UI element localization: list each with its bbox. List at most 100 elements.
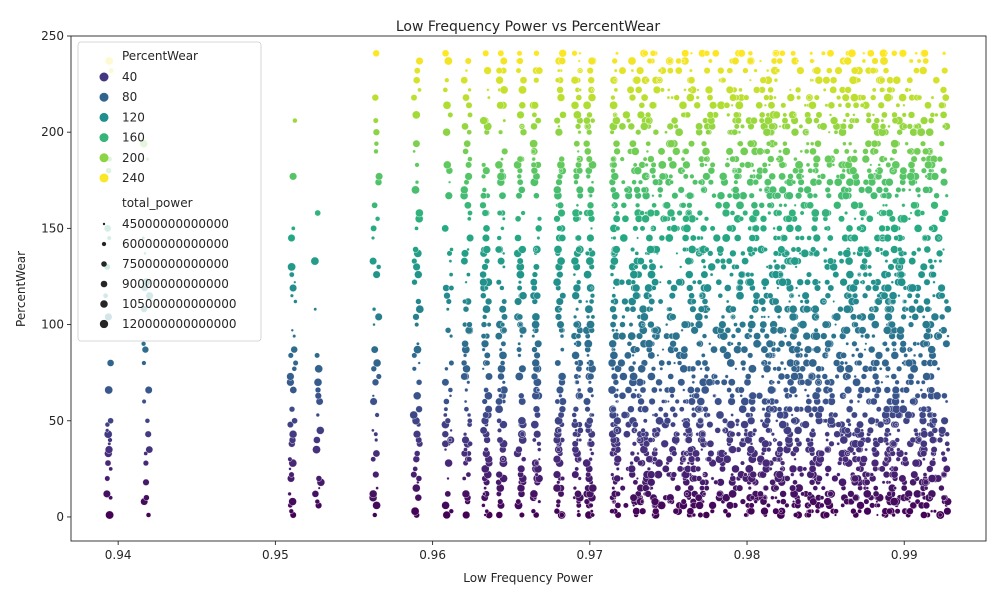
data-point bbox=[915, 304, 925, 314]
data-point bbox=[574, 490, 582, 498]
data-point bbox=[611, 203, 615, 208]
data-point bbox=[516, 285, 523, 291]
data-point bbox=[589, 509, 594, 514]
data-point bbox=[480, 292, 487, 299]
data-point bbox=[587, 186, 595, 194]
data-point bbox=[731, 57, 740, 65]
data-point bbox=[710, 476, 715, 481]
data-point bbox=[862, 292, 869, 299]
data-point bbox=[937, 236, 941, 240]
data-point bbox=[463, 447, 468, 452]
data-point bbox=[860, 216, 865, 221]
data-point bbox=[552, 277, 562, 287]
data-point bbox=[700, 187, 706, 193]
data-point bbox=[658, 280, 662, 284]
data-point bbox=[731, 128, 738, 136]
data-point bbox=[558, 405, 566, 413]
data-point bbox=[788, 88, 792, 92]
data-point bbox=[743, 378, 752, 387]
data-point bbox=[722, 201, 731, 210]
data-point bbox=[894, 379, 900, 385]
data-point bbox=[777, 245, 786, 254]
data-point bbox=[734, 100, 744, 110]
data-point bbox=[613, 393, 619, 399]
data-point bbox=[729, 305, 737, 313]
data-point bbox=[860, 373, 867, 380]
data-point bbox=[375, 172, 384, 181]
data-point bbox=[909, 211, 913, 215]
data-point bbox=[669, 179, 674, 185]
data-point bbox=[609, 186, 617, 194]
data-point bbox=[372, 449, 381, 458]
data-point bbox=[613, 78, 618, 83]
data-point bbox=[790, 293, 795, 298]
data-point bbox=[627, 331, 636, 341]
data-point bbox=[623, 430, 631, 438]
data-point bbox=[583, 339, 593, 349]
data-point bbox=[496, 101, 505, 110]
data-point bbox=[801, 420, 810, 429]
data-point bbox=[702, 172, 711, 181]
data-point bbox=[288, 406, 296, 413]
data-point bbox=[666, 95, 671, 100]
data-point bbox=[744, 464, 754, 474]
data-point bbox=[799, 235, 805, 241]
data-point bbox=[779, 457, 784, 461]
data-point bbox=[883, 93, 893, 102]
data-point bbox=[679, 265, 683, 269]
data-point bbox=[414, 226, 419, 231]
data-point bbox=[922, 235, 928, 241]
data-point bbox=[648, 298, 656, 305]
data-point bbox=[496, 235, 502, 241]
data-point bbox=[869, 67, 877, 75]
data-point bbox=[901, 456, 909, 463]
legend-hue-label: 160 bbox=[122, 131, 145, 145]
data-point bbox=[820, 332, 828, 340]
data-point bbox=[747, 416, 756, 425]
data-point bbox=[642, 418, 648, 424]
data-point bbox=[573, 179, 579, 185]
data-point bbox=[529, 139, 538, 149]
data-point bbox=[893, 348, 897, 352]
data-point bbox=[673, 346, 679, 353]
data-point bbox=[748, 214, 757, 223]
data-point bbox=[806, 235, 812, 241]
data-point bbox=[518, 397, 527, 406]
data-point bbox=[753, 86, 761, 94]
data-point bbox=[907, 321, 915, 328]
data-point bbox=[788, 110, 797, 120]
data-point bbox=[613, 147, 621, 155]
data-point bbox=[776, 406, 783, 412]
data-point bbox=[466, 129, 472, 135]
data-point bbox=[930, 312, 940, 322]
data-point bbox=[701, 298, 709, 305]
data-point bbox=[634, 192, 642, 200]
data-point bbox=[590, 412, 595, 418]
data-point bbox=[762, 364, 772, 373]
data-point bbox=[466, 272, 471, 277]
data-point bbox=[724, 284, 732, 292]
data-point bbox=[313, 436, 321, 444]
data-point bbox=[939, 111, 948, 119]
data-point bbox=[680, 345, 689, 354]
data-point bbox=[737, 386, 745, 394]
data-point bbox=[497, 498, 504, 505]
data-point bbox=[610, 406, 617, 413]
data-point bbox=[291, 366, 297, 372]
data-point bbox=[883, 233, 892, 243]
data-point bbox=[698, 293, 704, 298]
data-point bbox=[791, 179, 797, 185]
data-point bbox=[695, 247, 699, 252]
data-point bbox=[852, 149, 858, 154]
data-point bbox=[632, 507, 641, 516]
data-point bbox=[916, 127, 926, 137]
data-point bbox=[441, 49, 450, 57]
data-point bbox=[554, 128, 563, 137]
data-point bbox=[642, 156, 648, 162]
data-point bbox=[681, 49, 690, 58]
data-point bbox=[717, 293, 723, 299]
data-point bbox=[826, 49, 835, 58]
data-point bbox=[908, 188, 912, 192]
data-point bbox=[462, 298, 468, 305]
data-point bbox=[665, 322, 669, 327]
